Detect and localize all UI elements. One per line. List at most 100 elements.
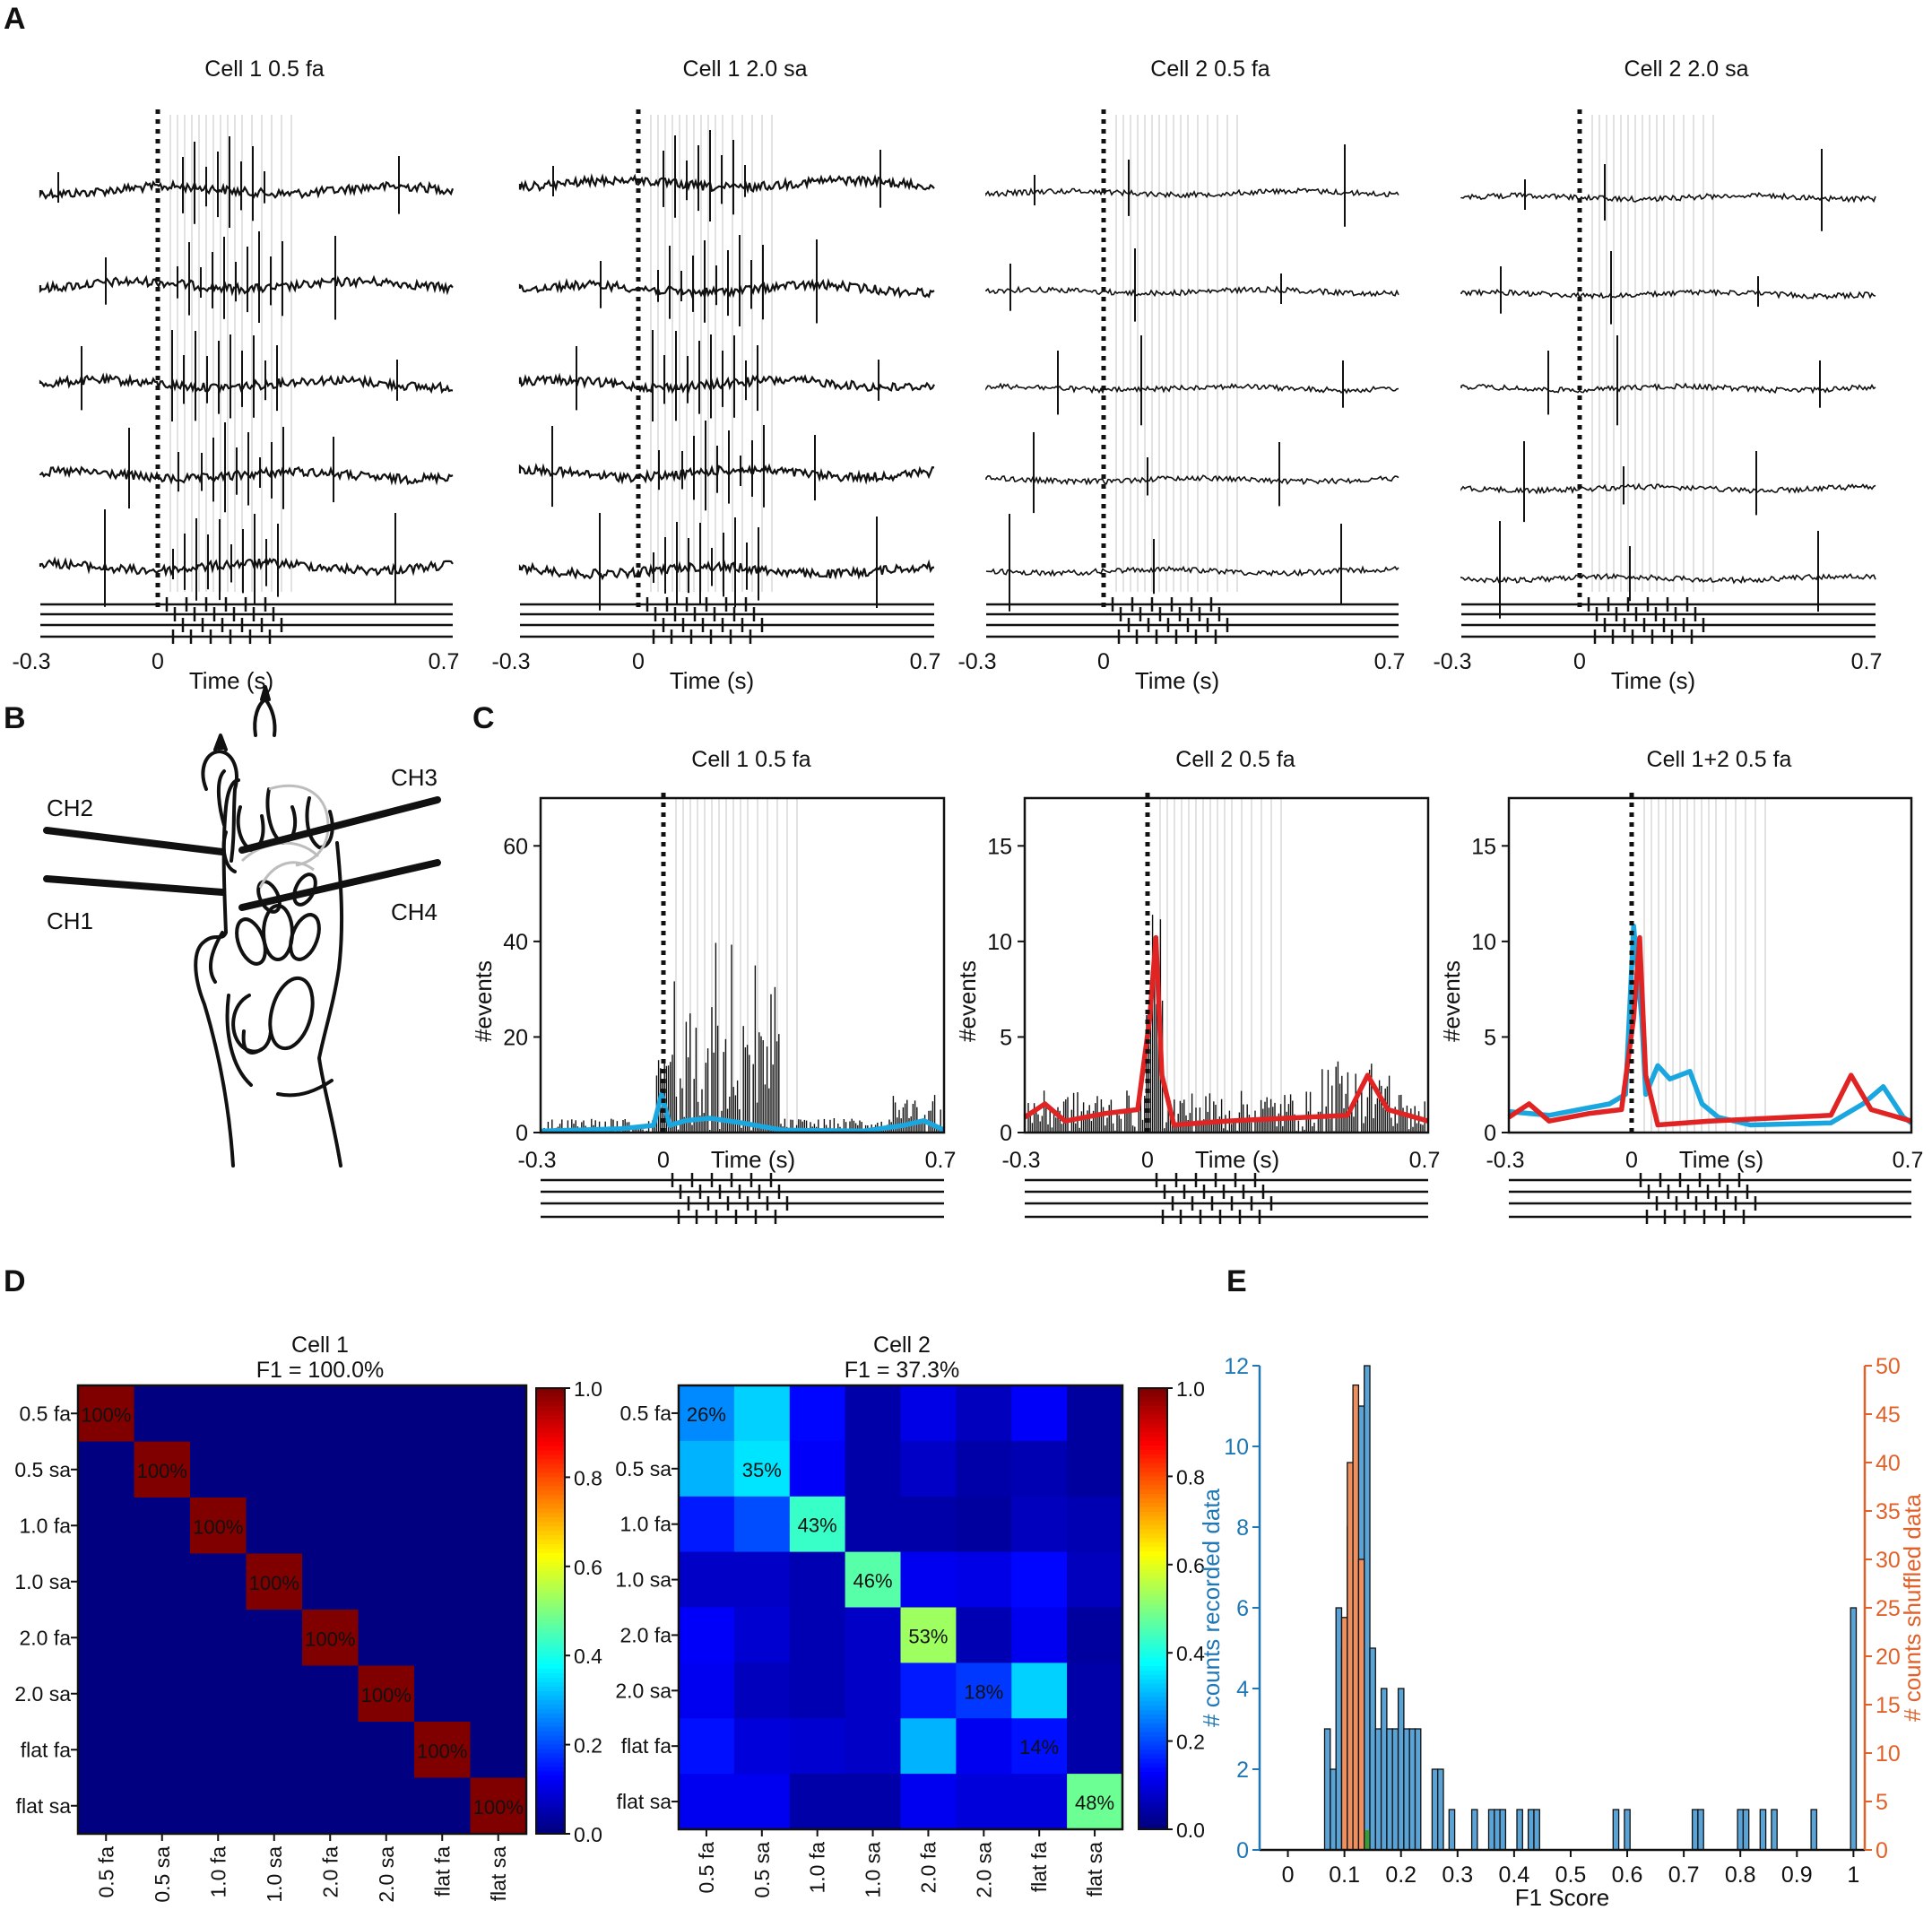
heatmap-cell (358, 1441, 415, 1498)
heatmap-cell (414, 1385, 472, 1443)
raw-trace-row (518, 559, 935, 581)
colorbar-step (1139, 1644, 1167, 1650)
colorbar-step (1139, 1706, 1167, 1711)
colorbar-step (536, 1637, 565, 1644)
heatmap-cell (78, 1777, 135, 1835)
heatmap-cell (78, 1553, 135, 1610)
cell-percentage: 100% (249, 1572, 299, 1594)
channel-label-ch2: CH2 (47, 794, 93, 821)
y-right-tick-label: 35 (1876, 1499, 1901, 1524)
heatmap-cell (470, 1441, 527, 1498)
colorbar-step (1139, 1506, 1167, 1513)
colorbar-step (1139, 1701, 1167, 1706)
panel-letter-e: E (1226, 1264, 1247, 1298)
heatmap-cell (134, 1553, 191, 1610)
colorbar-step (1139, 1559, 1167, 1566)
colorbar-step (536, 1699, 565, 1706)
colorbar-step (536, 1517, 565, 1523)
raw-trace-row (518, 463, 935, 485)
colorbar-step (1139, 1428, 1167, 1433)
colorbar-step (536, 1740, 565, 1746)
x-tick-label: 0.7 (1893, 1148, 1924, 1173)
cell-percentage: 18% (964, 1680, 1003, 1703)
colorbar-step (536, 1459, 565, 1465)
recorded-data-bar (1850, 1607, 1858, 1851)
colorbar-tick-label: 0.8 (1176, 1465, 1205, 1489)
colorbar-step (1139, 1621, 1167, 1628)
electrode-ch3 (238, 796, 441, 854)
colorbar-step (536, 1588, 565, 1594)
col-label: 1.0 sa (263, 1846, 286, 1903)
heatmap-cell (845, 1663, 902, 1719)
colorbar-step (1139, 1670, 1167, 1676)
colorbar-step (1139, 1582, 1167, 1588)
heatmap-cell (1067, 1440, 1123, 1498)
heatmap-cell (358, 1385, 415, 1443)
colorbar-step (1139, 1807, 1167, 1813)
colorbar-step (1139, 1715, 1167, 1720)
heatmap-cell (246, 1498, 303, 1555)
stimulus-marker-lines (1591, 115, 1714, 592)
heatmap-cell (358, 1610, 415, 1667)
colorbar-tick-label: 0.6 (1176, 1554, 1205, 1577)
colorbar-step (1139, 1454, 1167, 1460)
heatmap-cell (470, 1610, 527, 1667)
colorbar-step (1139, 1754, 1167, 1760)
x-tick-label: 0.9 (1781, 1862, 1813, 1888)
row-label: flat fa (21, 1738, 71, 1761)
colorbar-step (536, 1753, 565, 1759)
heatmap-cell (414, 1777, 472, 1835)
colorbar-step (1139, 1515, 1167, 1522)
colorbar-step (536, 1780, 565, 1786)
y-right-tick-label: 0 (1876, 1838, 1888, 1863)
heatmap-cell (414, 1665, 472, 1723)
colorbar-step (536, 1784, 565, 1791)
colorbar-step (536, 1531, 565, 1536)
heatmap-cell (1067, 1774, 1123, 1830)
heatmap-cell (1011, 1440, 1068, 1498)
heatmap-cell (679, 1496, 735, 1553)
heatmap-cell (190, 1498, 247, 1555)
colorbar-step (1139, 1410, 1167, 1416)
colorbar-step (536, 1811, 565, 1817)
y-right-tick-label: 40 (1876, 1451, 1901, 1476)
raw-trace-row (39, 464, 454, 486)
colorbar-step (1139, 1392, 1167, 1398)
colorbar-step (1139, 1556, 1167, 1561)
colorbar-step (536, 1660, 565, 1665)
col-label: 2.0 sa (972, 1842, 995, 1898)
colorbar-step (536, 1468, 565, 1474)
heatmap-cell (679, 1551, 735, 1609)
raw-trace-panel-2: Cell 1 2.0 sa -0.3 0 0.7 Time (s) (491, 56, 940, 694)
colorbar-step (1139, 1609, 1167, 1614)
heatmap-cell (789, 1718, 846, 1775)
colorbar-step (1139, 1816, 1167, 1821)
colorbar-step (1139, 1772, 1167, 1777)
spike-group (599, 513, 878, 611)
raw-trace-row (985, 382, 1399, 395)
y-right-tick-label: 25 (1876, 1596, 1901, 1621)
cell1-confusion-matrix: 100% 100% 100% 100% 100% 100% 100% 100% 0.5 fa 0.… (14, 1377, 602, 1903)
colorbar-step (536, 1669, 565, 1674)
heatmap-cell (733, 1440, 791, 1498)
y-left-tick-label: 12 (1224, 1354, 1249, 1379)
recorded-data-bar (1414, 1728, 1422, 1851)
colorbar-step (1139, 1825, 1167, 1830)
colorbar-step (1139, 1529, 1167, 1535)
spike-group (57, 136, 400, 228)
x-tick-label: 0.7 (1851, 649, 1883, 674)
y-right-axis-label: # counts shuffled data (1899, 1493, 1926, 1721)
colorbar-tick-label: 1.0 (1176, 1377, 1205, 1401)
colorbar-step (1139, 1568, 1167, 1575)
y-tick-label: 5 (1484, 1025, 1496, 1050)
col-label: flat sa (487, 1846, 510, 1902)
colorbar-step (536, 1405, 565, 1411)
colorbar-step (536, 1450, 565, 1456)
colorbar-step (1139, 1595, 1167, 1601)
x-tick-label: 0 (1625, 1148, 1638, 1173)
colorbar-tick-label: 0.2 (574, 1734, 602, 1758)
colorbar-step (1139, 1692, 1167, 1698)
cell-percentage: 35% (742, 1459, 782, 1481)
